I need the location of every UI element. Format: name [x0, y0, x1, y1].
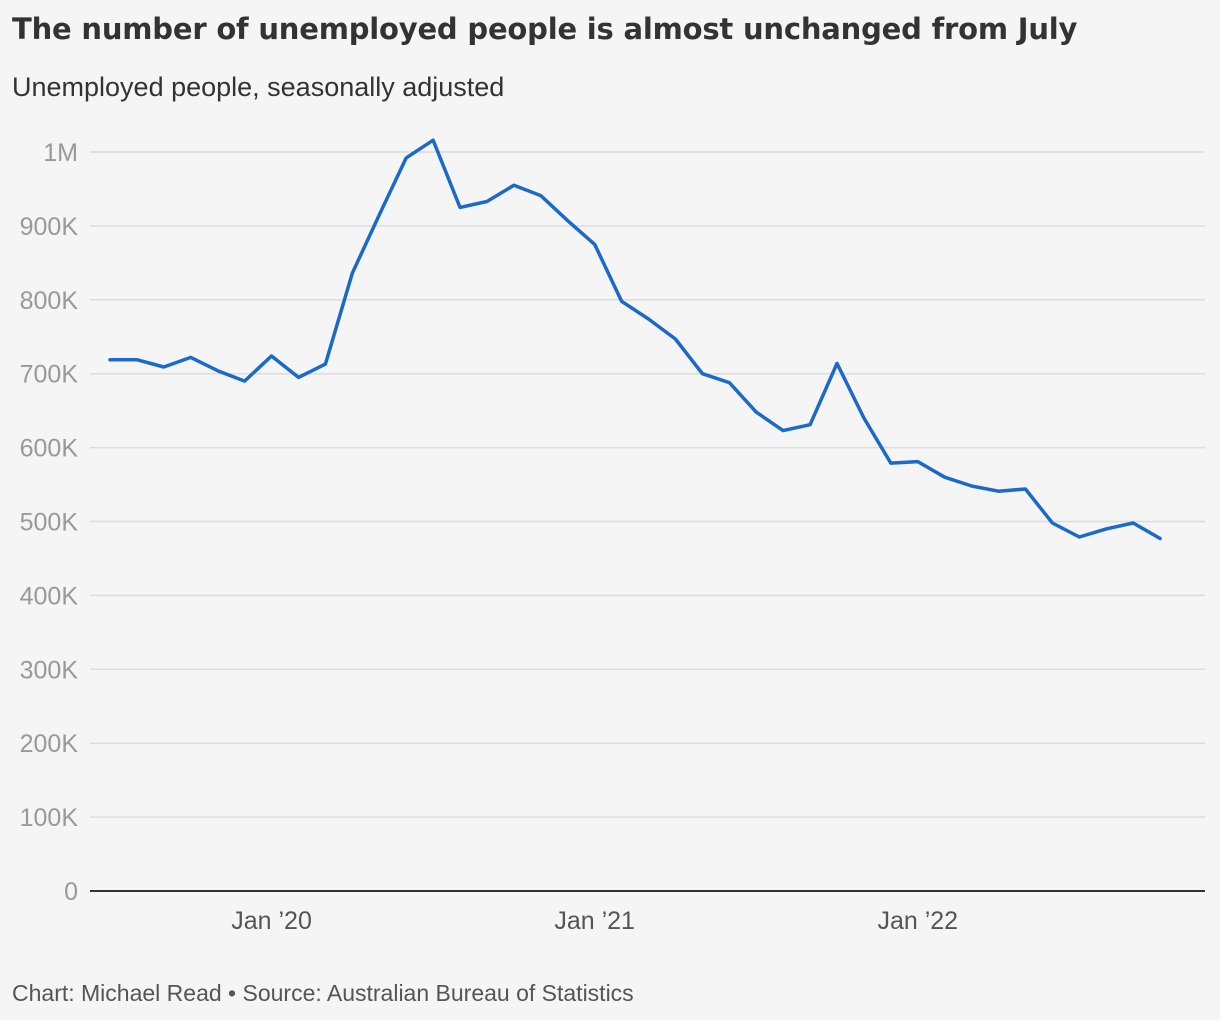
chart-subtitle: Unemployed people, seasonally adjusted: [12, 72, 505, 102]
chart-title: The number of unemployed people is almos…: [12, 12, 1078, 46]
x-tick-label: Jan ’22: [877, 907, 958, 935]
y-tick-label: 500K: [20, 509, 79, 537]
y-tick-label: 600K: [20, 435, 79, 463]
y-tick-label: 200K: [20, 730, 79, 758]
y-tick-label: 100K: [20, 804, 79, 832]
y-tick-label: 0: [64, 878, 78, 906]
y-tick-label: 400K: [20, 582, 79, 610]
x-tick-label: Jan ’20: [231, 907, 312, 935]
x-axis-ticks: Jan ’20 Jan ’21 Jan ’22: [231, 907, 958, 935]
y-tick-label: 900K: [20, 213, 79, 241]
y-tick-label: 1M: [43, 139, 78, 167]
y-axis-ticks: 0 100K 200K 300K 400K 500K 600K 700K 800K 900K 1M: [20, 139, 79, 906]
grid-lines: [90, 151, 1205, 818]
y-tick-label: 800K: [20, 287, 79, 315]
x-tick-label: Jan ’21: [554, 907, 635, 935]
y-tick-label: 700K: [20, 361, 79, 389]
y-tick-label: 300K: [20, 656, 79, 684]
series-line-unemployed: [108, 138, 1162, 541]
chart-source: Chart: Michael Read • Source: Australian…: [12, 980, 634, 1006]
